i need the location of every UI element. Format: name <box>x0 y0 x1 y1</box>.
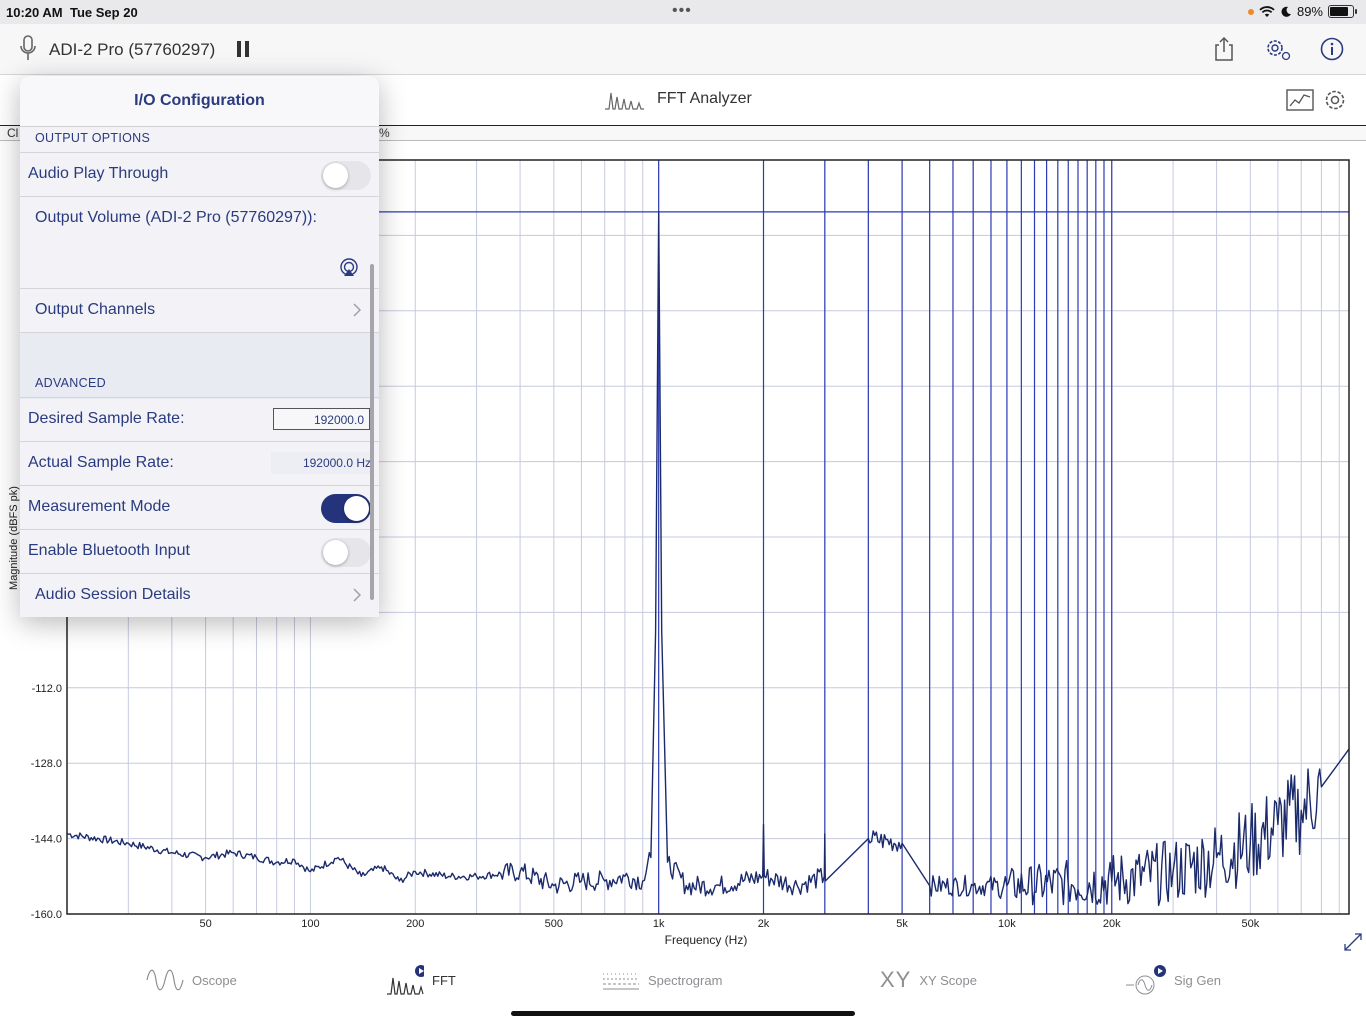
advanced-header: ADVANCED <box>35 376 106 390</box>
popover-title: I/O Configuration <box>20 76 379 127</box>
fft-magnitude-trace <box>66 211 1350 907</box>
x-tick-label: 5k <box>896 918 908 930</box>
y-axis-label: Magnitude (dBFS pk) <box>8 486 20 590</box>
x-tick-label: 20k <box>1103 918 1121 930</box>
strip-left-text: Cl <box>7 126 19 140</box>
section-spacer <box>20 332 379 399</box>
output-volume-row: Output Volume (ADI-2 Pro (57760297)): <box>20 196 379 241</box>
tab-oscope[interactable]: Oscope <box>146 965 237 995</box>
x-tick-label: 50 <box>199 918 211 930</box>
actual-sample-rate-row: Actual Sample Rate: 192000.0 Hz <box>20 441 379 486</box>
desired-sample-rate-input[interactable]: 192000.0 <box>273 408 370 430</box>
spectrogram-icon <box>603 973 639 990</box>
output-channels-label: Output Channels <box>35 301 156 318</box>
home-indicator[interactable] <box>511 1011 855 1016</box>
analyzer-settings-gear-icon[interactable] <box>1322 87 1348 113</box>
plot-series <box>66 211 1350 907</box>
analyzer-title: FFT Analyzer <box>657 90 752 107</box>
fft-waveform-icon <box>605 92 644 110</box>
tab-oscope-label: Oscope <box>192 972 237 988</box>
tab-spectrogram-label: Spectrogram <box>648 972 723 988</box>
toggle-knob <box>323 540 348 565</box>
enable-bluetooth-toggle[interactable] <box>321 538 371 567</box>
tab-sig-gen-label: Sig Gen <box>1174 972 1221 988</box>
tab-fft[interactable]: FFT <box>386 965 456 995</box>
audio-play-through-toggle[interactable] <box>321 161 371 190</box>
chevron-right-icon <box>353 303 361 317</box>
tab-xy-scope[interactable]: XY XY Scope <box>880 965 977 995</box>
settings-gear-icon[interactable] <box>1263 36 1293 62</box>
status-date: Tue Sep 20 <box>70 5 138 20</box>
x-tick-label: 2k <box>758 918 770 930</box>
battery-percent: 89% <box>1296 4 1323 19</box>
output-volume-label: Output Volume (ADI-2 Pro (57760297)): <box>35 209 317 226</box>
mic-in-use-indicator-icon <box>1247 8 1254 15</box>
audio-play-through-label: Audio Play Through <box>28 165 169 182</box>
y-tick-label: -112.0 <box>32 683 62 695</box>
actual-sample-rate-label: Actual Sample Rate: <box>28 454 174 471</box>
strip-right-text: % <box>379 126 390 140</box>
battery-icon <box>1328 5 1357 18</box>
tab-spectrogram[interactable]: Spectrogram <box>602 965 722 995</box>
chevron-right-icon <box>353 588 361 602</box>
multitasking-dots-icon[interactable]: ••• <box>672 2 692 19</box>
signal-generator-icon <box>1126 965 1166 995</box>
actual-sample-rate-value: 192000.0 Hz <box>271 452 371 474</box>
y-tick-label: -160.0 <box>31 909 62 921</box>
desired-sample-rate-label: Desired Sample Rate: <box>28 410 185 427</box>
x-tick-label: 500 <box>545 918 563 930</box>
oscope-wave-icon <box>146 969 184 991</box>
x-tick-label: 10k <box>998 918 1016 930</box>
expand-icon[interactable] <box>1343 932 1363 952</box>
toggle-knob <box>323 163 348 188</box>
x-tick-label: 1k <box>653 918 665 930</box>
top-toolbar: ADI-2 Pro (57760297) <box>0 24 1366 75</box>
audio-session-details-label: Audio Session Details <box>35 586 191 603</box>
y-tick-label: -128.0 <box>31 758 62 770</box>
info-icon[interactable] <box>1319 36 1345 62</box>
share-icon[interactable] <box>1211 36 1237 62</box>
output-volume-control-row <box>20 240 379 288</box>
popover-scrollbar[interactable] <box>370 264 374 600</box>
xy-icon: XY <box>880 967 912 992</box>
tab-sig-gen[interactable]: Sig Gen <box>1126 965 1221 995</box>
x-tick-label: 50k <box>1241 918 1259 930</box>
io-configuration-popover: I/O Configuration OUTPUT OPTIONS Audio P… <box>20 76 379 617</box>
measurement-mode-label: Measurement Mode <box>28 498 171 515</box>
input-device-name[interactable]: ADI-2 Pro (57760297) <box>49 40 216 59</box>
audio-session-details-row[interactable]: Audio Session Details <box>20 573 379 617</box>
airplay-icon[interactable] <box>339 257 359 277</box>
toggle-knob <box>344 496 369 521</box>
status-right: 89% <box>1247 4 1357 19</box>
x-tick-label: 100 <box>301 918 319 930</box>
wifi-icon <box>1259 5 1275 17</box>
output-channels-row[interactable]: Output Channels <box>20 288 379 333</box>
status-bar: 10:20 AM Tue Sep 20 ••• 89% <box>0 0 1366 24</box>
tab-fft-label: FFT <box>432 972 456 988</box>
x-tick-label: 200 <box>406 918 424 930</box>
pause-icon[interactable] <box>236 40 250 58</box>
microphone-icon[interactable] <box>18 34 38 64</box>
desired-sample-rate-row: Desired Sample Rate: 192000.0 <box>20 397 379 442</box>
tab-xy-scope-label: XY Scope <box>919 972 977 988</box>
enable-bluetooth-label: Enable Bluetooth Input <box>28 542 190 559</box>
status-time: 10:20 AM <box>6 5 63 20</box>
moon-icon <box>1281 6 1291 17</box>
audio-play-through-row: Audio Play Through <box>20 152 379 197</box>
output-options-header: OUTPUT OPTIONS <box>35 131 151 145</box>
fft-tab-icon <box>387 965 424 995</box>
enable-bluetooth-row: Enable Bluetooth Input <box>20 529 379 574</box>
chart-display-icon[interactable] <box>1286 87 1314 113</box>
x-axis-label: Frequency (Hz) <box>665 933 748 947</box>
measurement-mode-toggle[interactable] <box>321 494 371 523</box>
measurement-mode-row: Measurement Mode <box>20 485 379 530</box>
y-tick-label: -144.0 <box>31 834 62 846</box>
